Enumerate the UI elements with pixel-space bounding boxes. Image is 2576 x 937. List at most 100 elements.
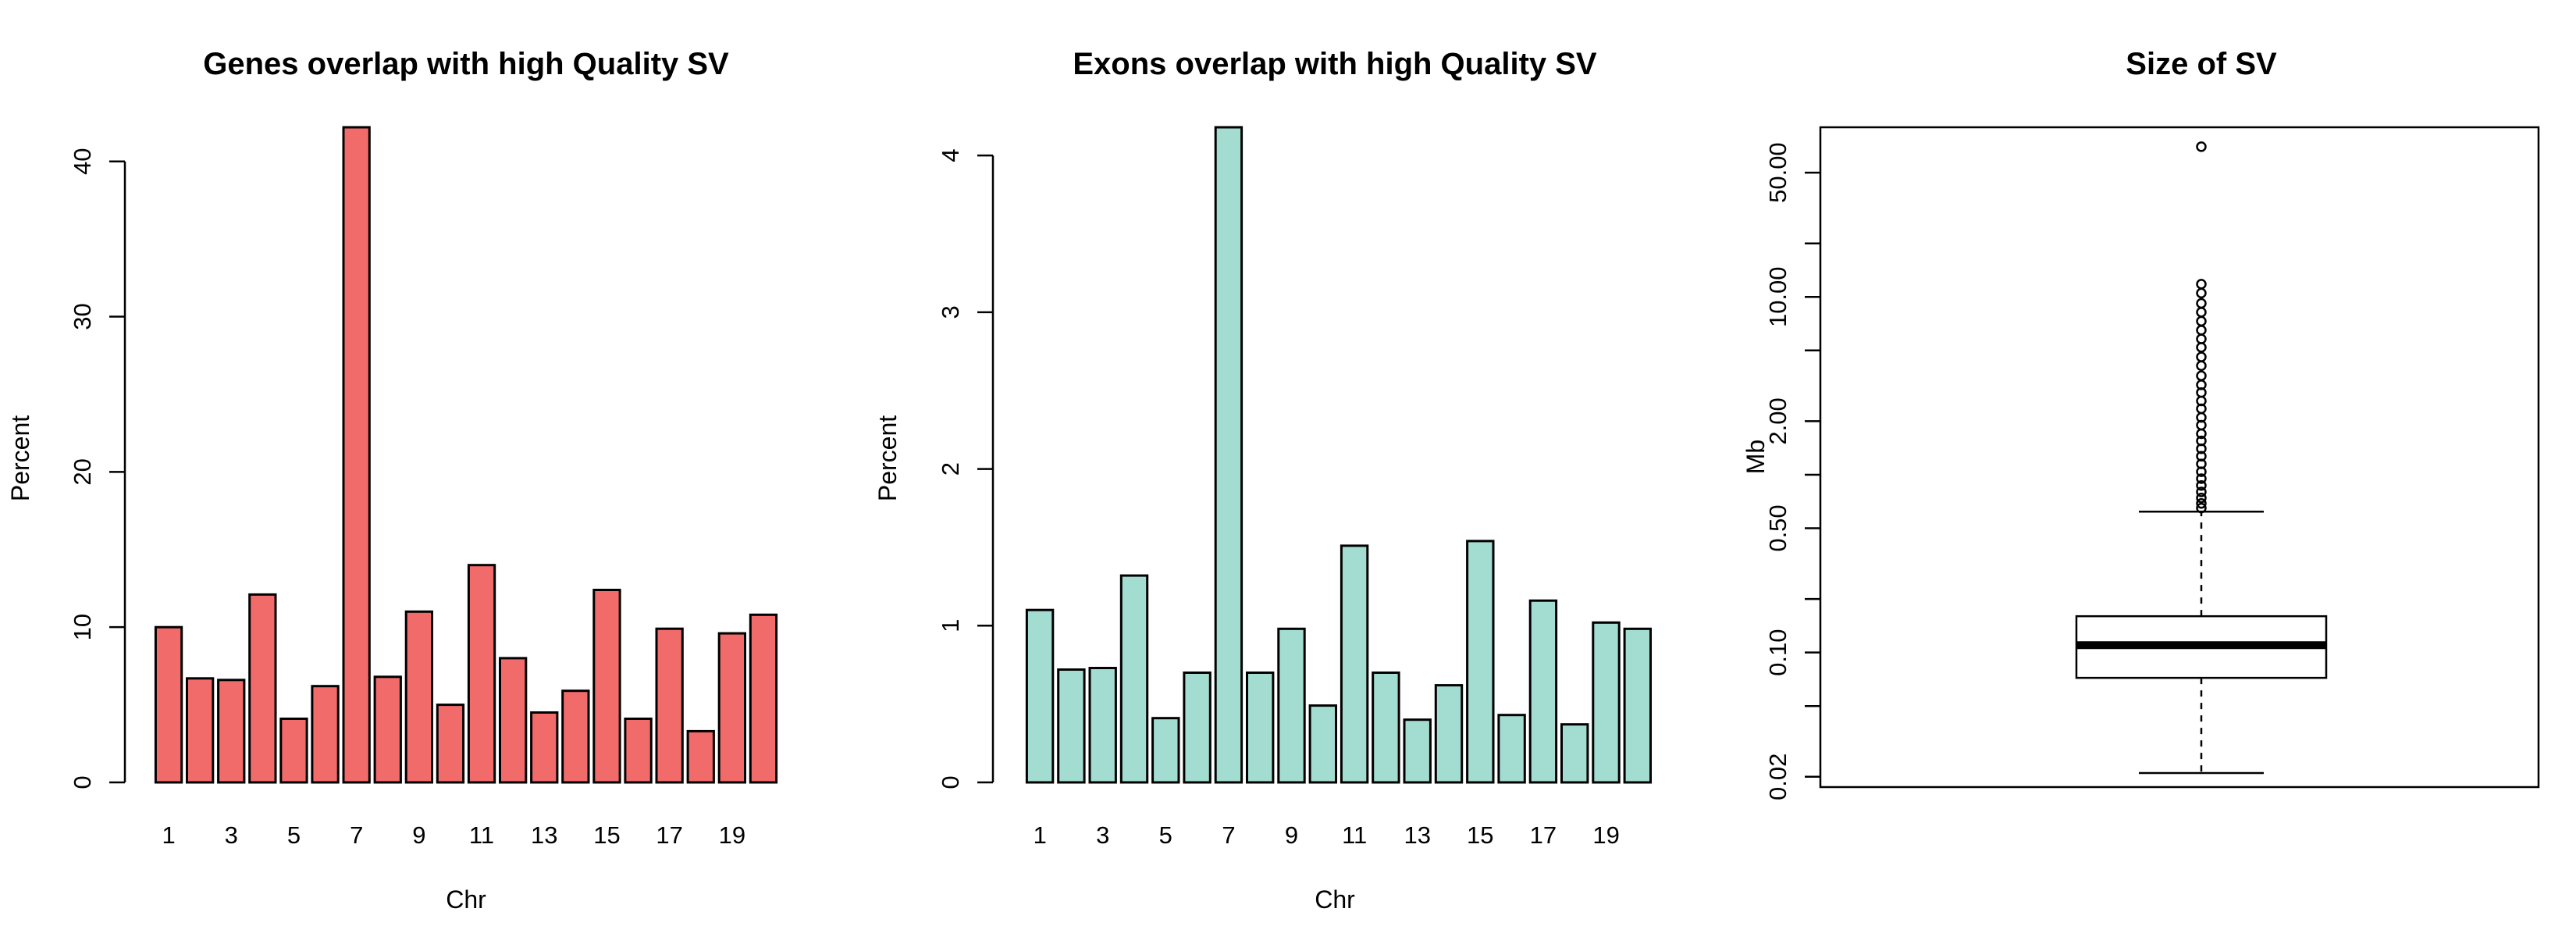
outlier-point	[2196, 497, 2207, 509]
exons-bar-chr-8	[1246, 672, 1275, 784]
outlier-point	[2196, 486, 2207, 497]
exons-x-tick-label: 7	[1222, 821, 1235, 849]
genes-x-tick-label: 7	[350, 821, 363, 849]
outlier-point	[2196, 479, 2207, 491]
sv-size-y-tick-label: 2.00	[1764, 397, 1791, 444]
exons-bar-chr-12	[1372, 672, 1400, 784]
genes-x-tick-label: 5	[287, 821, 301, 849]
exons-bar-chr-6	[1183, 672, 1212, 784]
exons-x-tick-label: 15	[1467, 821, 1493, 849]
genes-bar-chr-2	[186, 677, 215, 784]
genes-x-tick-label: 19	[719, 821, 745, 849]
exons-x-tick-label: 9	[1285, 821, 1298, 849]
exons-bar-chr-18	[1560, 723, 1589, 784]
exons-bar-chr-14	[1434, 684, 1464, 784]
genes-bar-chr-6	[311, 685, 340, 784]
boxplot-elements	[2075, 510, 2328, 775]
exons-bar-chr-13	[1403, 718, 1432, 784]
outlier-point	[2196, 473, 2207, 484]
genes-bar-chr-13	[530, 711, 559, 784]
outlier-point	[2196, 443, 2207, 454]
exons-x-tick-label: 17	[1530, 821, 1557, 849]
genes-bar-chr-9	[404, 610, 434, 784]
genes-bar-chr-16	[624, 718, 653, 784]
genes-x-tick-labels: 1 3 5 7 9 11 13 15 17 19	[162, 821, 745, 849]
sv-size-y-tick-label: 0.10	[1764, 629, 1791, 675]
exons-y-tick-label: 2	[937, 462, 964, 476]
genes-bar-chr-11	[467, 564, 496, 784]
genes-bar-chr-20	[749, 613, 778, 784]
sv-size-y-ticks: 0.02 0.10 0.50 2.00 10.00 50.00	[1764, 142, 1820, 800]
exons-y-ticks: 0 1 2 3 4	[937, 149, 993, 789]
exons-x-tick-label: 19	[1592, 821, 1619, 849]
genes-y-ticks: 0 10 20 30 40	[69, 148, 125, 789]
outlier-point	[2196, 342, 2207, 353]
outlier-point	[2196, 287, 2207, 299]
exons-y-tick-label: 4	[937, 149, 964, 162]
outlier-point	[2196, 307, 2207, 318]
outlier-point	[2196, 325, 2207, 336]
genes-chart-title: Genes overlap with high Quality SV	[203, 47, 729, 81]
exons-x-tick-labels: 1 3 5 7 9 11 13 15 17 19	[1034, 821, 1620, 849]
exons-chart-title: Exons overlap with high Quality SV	[1073, 47, 1597, 81]
genes-y-tick-label: 10	[69, 614, 96, 640]
genes-x-tick-label: 3	[225, 821, 238, 849]
outlier-point	[2196, 466, 2207, 477]
genes-y-tick-label: 0	[69, 775, 96, 789]
sv-size-y-axis-title: Mb	[1742, 440, 1770, 474]
exons-y-tick-label: 0	[937, 775, 964, 789]
sv-size-y-tick-label: 0.50	[1764, 504, 1791, 551]
outlier-point	[2196, 360, 2207, 372]
genes-bar-chr-8	[373, 675, 402, 784]
genes-y-axis-title: Percent	[6, 415, 34, 501]
sv-size-y-tick-label: 10.00	[1764, 266, 1791, 327]
outlier-point	[2196, 502, 2207, 514]
genes-x-axis-title: Chr	[446, 885, 486, 914]
exons-y-tick-label: 3	[937, 305, 964, 319]
sv-size-y-tick-label: 0.02	[1764, 754, 1791, 800]
exons-x-tick-label: 11	[1342, 821, 1367, 849]
genes-bar-chr-7	[342, 126, 371, 784]
genes-bar-chr-10	[436, 704, 465, 784]
boxplot-outliers	[2196, 141, 2207, 514]
genes-bar-chr-18	[686, 729, 715, 784]
outlier-point	[2196, 297, 2207, 309]
genes-bar-chr-5	[279, 718, 308, 784]
exons-bar-chr-4	[1119, 574, 1149, 784]
exons-bar-chr-7	[1214, 126, 1244, 784]
genes-y-tick-label: 40	[69, 148, 96, 174]
genes-bar-chr-15	[592, 589, 621, 784]
exons-y-axis-title: Percent	[873, 415, 902, 501]
exons-bar-chr-2	[1057, 668, 1086, 784]
outlier-point	[2196, 492, 2207, 504]
exons-bar-chart: Exons overlap with high Quality SV 0 1 2 3 4…	[873, 47, 1653, 914]
sv-size-chart-title: Size of SV	[2126, 47, 2277, 81]
outlier-point	[2196, 370, 2207, 382]
exons-bar-chr-19	[1592, 621, 1621, 784]
genes-bars	[154, 126, 778, 784]
genes-x-tick-label: 17	[656, 821, 682, 849]
outlier-point	[2196, 315, 2207, 327]
outlier-point	[2196, 279, 2207, 290]
exons-bar-chr-15	[1466, 540, 1495, 784]
exons-bar-chr-5	[1151, 717, 1180, 784]
genes-x-tick-label: 9	[412, 821, 425, 849]
genes-bar-chr-1	[154, 625, 183, 784]
exons-bar-chr-16	[1497, 714, 1526, 784]
exons-bar-chr-3	[1088, 667, 1117, 784]
genes-bar-chr-17	[655, 627, 684, 784]
exons-bar-chr-17	[1528, 599, 1558, 784]
boxplot-frame	[1819, 126, 2540, 789]
genes-x-tick-label: 11	[469, 821, 494, 849]
genes-bar-chart: Genes overlap with high Quality SV 0 10 20…	[6, 47, 778, 914]
sv-size-y-tick-label: 50.00	[1764, 142, 1791, 203]
genes-y-tick-label: 20	[69, 458, 96, 485]
outlier-point	[2196, 428, 2207, 440]
genes-bar-chr-4	[248, 593, 277, 784]
exons-bar-chr-9	[1277, 627, 1306, 784]
genes-bar-chr-19	[717, 632, 747, 784]
genes-bar-chr-3	[217, 679, 246, 784]
exons-y-tick-label: 1	[937, 619, 964, 632]
genes-x-tick-label: 13	[531, 821, 557, 849]
